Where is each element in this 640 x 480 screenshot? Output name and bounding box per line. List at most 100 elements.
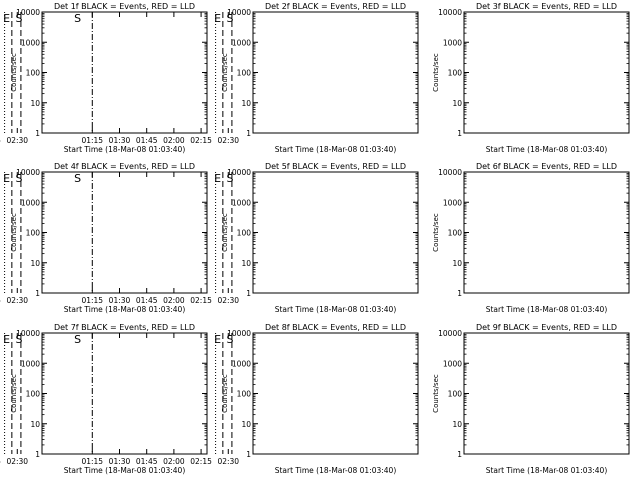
y-tick-label: 1000: [21, 38, 40, 47]
y-tick-label: 10: [30, 99, 40, 108]
y-tick-label: 1: [457, 129, 462, 138]
y-tick-label: 1: [35, 450, 40, 459]
y-tick-label: 10000: [438, 8, 462, 17]
lld-series-line: [74, 334, 228, 386]
marker-label-s: S: [226, 12, 233, 25]
marker-label-e: E: [214, 12, 221, 25]
y-tick-label: 100: [448, 229, 463, 238]
y-axis-label: Counts/sec: [432, 213, 440, 252]
x-tick-label: 02:00: [163, 296, 185, 305]
y-axis-label: Counts/sec: [221, 53, 229, 92]
y-axis-label: Counts/sec: [10, 213, 18, 252]
y-tick-label: 100: [448, 69, 463, 78]
y-axis-label: Counts/sec: [10, 374, 18, 413]
x-axis-label: Start Time (18-Mar-08 01:03:40): [486, 466, 608, 475]
y-tick-label: 10000: [438, 168, 462, 177]
y-tick-label: 10000: [16, 329, 40, 338]
x-tick-label: 02:00: [163, 136, 185, 145]
detector-panel-7: Det 7f BLACK = Events, RED = LLD 1 10 100 10…: [10, 323, 208, 475]
y-tick-label: 1: [35, 289, 40, 298]
detector-panel-9: Det 9f BLACK = Events, RED = LLD 1 10 100 10…: [74, 323, 630, 475]
x-tick-label: 02:30: [217, 136, 239, 145]
panel-title: Det 2f BLACK = Events, RED = LLD: [265, 2, 406, 11]
y-tick-label: 1000: [232, 198, 251, 207]
y-tick-label: 10000: [227, 168, 251, 177]
x-tick-label: 02:15: [190, 457, 212, 466]
x-tick-label: 01:15: [81, 296, 103, 305]
y-tick-label: 10: [452, 259, 462, 268]
marker-label-e: E: [214, 333, 221, 346]
y-axis-label: Counts/sec: [221, 374, 229, 413]
plot-frame: [252, 332, 419, 455]
x-tick-label: 01:30: [109, 136, 131, 145]
panel-title: Det 7f BLACK = Events, RED = LLD: [54, 323, 195, 332]
y-tick-label: 10: [452, 420, 462, 429]
x-tick-label: 01:30: [109, 457, 131, 466]
y-tick-label: 100: [237, 69, 252, 78]
x-tick-label: 01:45: [136, 457, 158, 466]
plot-frame: [41, 11, 208, 134]
x-axis-label: Start Time (18-Mar-08 01:03:40): [486, 145, 608, 154]
x-axis-label: Start Time (18-Mar-08 01:03:40): [275, 145, 397, 154]
y-tick-label: 1000: [443, 198, 462, 207]
panel-title: Det 6f BLACK = Events, RED = LLD: [476, 162, 617, 171]
plot-frame: [252, 171, 419, 294]
panel-title: Det 3f BLACK = Events, RED = LLD: [476, 2, 617, 11]
plot-frame: [41, 171, 208, 294]
panel-title: Det 1f BLACK = Events, RED = LLD: [54, 2, 195, 11]
x-tick-label: 02:30: [6, 457, 28, 466]
y-tick-label: 1: [246, 450, 251, 459]
y-tick-label: 1: [35, 129, 40, 138]
detector-panel-5: Det 5f BLACK = Events, RED = LLD11010010…: [0, 162, 419, 314]
y-tick-label: 1000: [21, 359, 40, 368]
x-tick-label: 02:15: [0, 457, 1, 466]
y-tick-label: 10: [241, 99, 251, 108]
y-tick-label: 10000: [16, 168, 40, 177]
y-tick-label: 1000: [443, 359, 462, 368]
plot-frame: [463, 171, 630, 294]
marker-label-s: S: [74, 12, 81, 25]
y-tick-label: 10: [241, 259, 251, 268]
detector-panel-4: Det 4f BLACK = Events, RED = LLD 1 10 100 10…: [10, 162, 208, 314]
marker-label-s: S: [74, 172, 81, 185]
x-tick-label: 02:15: [190, 296, 212, 305]
x-axis-label: Start Time (18-Mar-08 01:03:40): [64, 305, 186, 314]
y-tick-label: 10: [30, 259, 40, 268]
marker-label-s: S: [15, 333, 22, 346]
y-tick-label: 10: [30, 420, 40, 429]
x-axis-label: Start Time (18-Mar-08 01:03:40): [486, 305, 608, 314]
detector-panel-2: Det 2f BLACK = Events, RED = LLD 1 10 100 10…: [0, 2, 419, 154]
plot-frame: [252, 11, 419, 134]
events-series-line: [74, 177, 228, 239]
panel-title: Det 4f BLACK = Events, RED = LLD: [54, 162, 195, 171]
x-axis-label: Start Time (18-Mar-08 01:03:40): [64, 466, 186, 475]
y-tick-label: 1000: [21, 198, 40, 207]
lld-series-line: [74, 13, 228, 69]
marker-label-s: S: [15, 12, 22, 25]
marker-label-e: E: [3, 172, 10, 185]
detector-panel-8: Det 8f BLACK = Events, RED = LLD11010010…: [0, 323, 419, 475]
panel-title: Det 8f BLACK = Events, RED = LLD: [265, 323, 406, 332]
y-tick-label: 10000: [227, 329, 251, 338]
y-tick-label: 100: [448, 390, 463, 399]
y-tick-label: 10000: [227, 8, 251, 17]
x-tick-label: 01:15: [81, 136, 103, 145]
y-tick-label: 10000: [438, 329, 462, 338]
x-tick-label: 01:15: [81, 457, 103, 466]
y-axis-label: Counts/sec: [432, 374, 440, 413]
plot-frame: [463, 11, 630, 134]
y-tick-label: 100: [26, 69, 41, 78]
x-tick-label: 02:30: [217, 296, 239, 305]
panel-title: Det 9f BLACK = Events, RED = LLD: [476, 323, 617, 332]
plot-frame: [463, 332, 630, 455]
y-tick-label: 1000: [443, 38, 462, 47]
y-axis-label: Counts/sec: [221, 213, 229, 252]
x-tick-label: 02:15: [0, 136, 1, 145]
y-tick-label: 1000: [232, 359, 251, 368]
y-tick-label: 100: [26, 390, 41, 399]
x-tick-label: 01:45: [136, 296, 158, 305]
detector-panel-1: Det 1f BLACK = Events, RED = LLD 1 10 100 10…: [10, 2, 208, 154]
x-tick-label: 02:30: [6, 296, 28, 305]
y-tick-label: 10: [452, 99, 462, 108]
x-tick-label: 02:30: [6, 136, 28, 145]
